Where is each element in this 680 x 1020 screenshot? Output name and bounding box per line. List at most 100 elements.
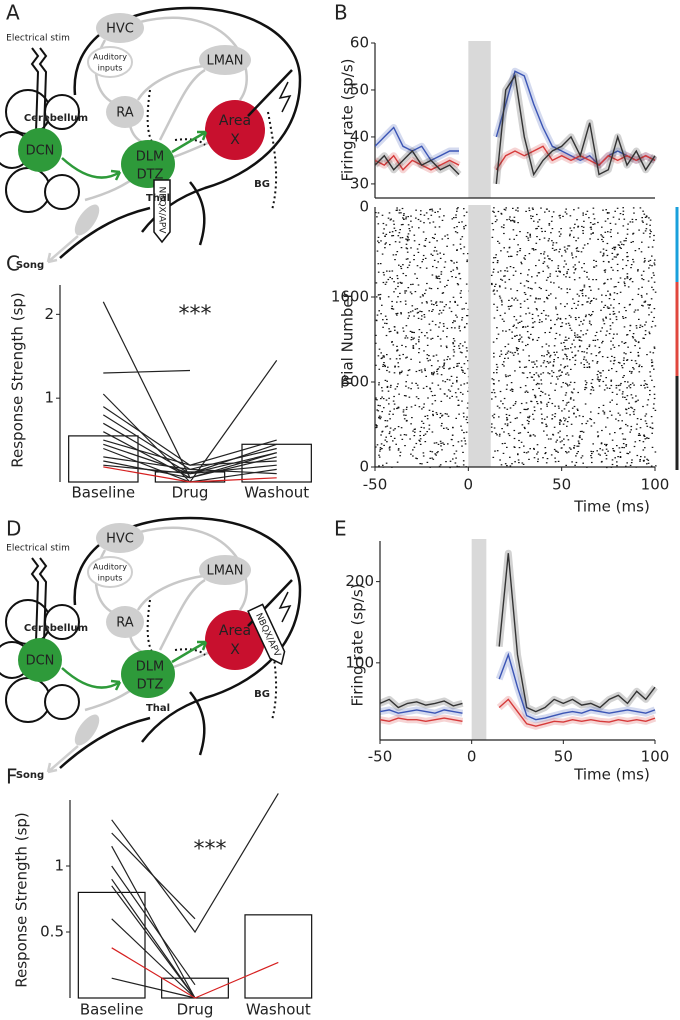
raster-dot bbox=[565, 263, 567, 265]
raster-dot bbox=[613, 246, 615, 248]
raster-dot bbox=[644, 456, 646, 458]
raster-dot bbox=[452, 343, 455, 345]
raster-dot bbox=[439, 464, 442, 466]
raster-dot bbox=[385, 399, 388, 401]
raster-dot bbox=[407, 237, 409, 239]
raster-dot bbox=[652, 352, 655, 354]
raster-dot bbox=[653, 316, 655, 319]
raster-dot bbox=[605, 445, 607, 447]
raster-dot bbox=[426, 282, 428, 285]
diagram-shape bbox=[247, 69, 293, 117]
raster-dot bbox=[418, 352, 420, 354]
raster-dot bbox=[626, 452, 628, 454]
raster-dot bbox=[602, 320, 605, 322]
raster-dot bbox=[605, 448, 608, 450]
x-tick-label: Drug bbox=[177, 1001, 214, 1019]
diagram-label: Auditory bbox=[93, 53, 127, 62]
raster-dot bbox=[625, 465, 627, 467]
raster-dot bbox=[378, 382, 380, 384]
raster-dot bbox=[575, 307, 577, 309]
raster-dot bbox=[491, 282, 493, 285]
raster-dot bbox=[611, 439, 614, 441]
y-axis-label: Trial Number bbox=[339, 291, 357, 389]
raster-dot bbox=[397, 449, 400, 451]
raster-dot bbox=[535, 265, 537, 267]
raster-dot bbox=[532, 366, 534, 368]
raster-dot bbox=[610, 340, 612, 342]
raster-dot bbox=[450, 375, 453, 377]
raster-dot bbox=[640, 294, 643, 297]
raster-dot bbox=[422, 387, 425, 389]
raster-dot bbox=[523, 285, 526, 287]
raster-dot bbox=[639, 427, 642, 429]
raster-dot bbox=[388, 328, 390, 330]
raster-dot bbox=[522, 326, 525, 328]
raster-dot bbox=[385, 334, 388, 337]
raster-dot bbox=[592, 311, 594, 313]
raster-dot bbox=[569, 398, 572, 400]
raster-dot bbox=[542, 362, 545, 364]
raster-dot bbox=[561, 325, 563, 327]
raster-dot bbox=[566, 383, 568, 385]
raster-dot bbox=[614, 223, 617, 225]
raster-dot bbox=[439, 252, 441, 254]
raster-dot bbox=[533, 410, 536, 412]
raster-dot bbox=[635, 327, 638, 329]
raster-dot bbox=[538, 219, 541, 221]
raster-dot bbox=[536, 403, 539, 405]
raster-dot bbox=[638, 371, 641, 373]
raster-dot bbox=[568, 337, 570, 339]
raster-dot bbox=[419, 430, 422, 433]
raster-dot bbox=[622, 443, 625, 445]
raster-dot bbox=[632, 367, 634, 369]
raster-dot bbox=[535, 360, 538, 362]
raster-dot bbox=[504, 275, 506, 277]
raster-dot bbox=[380, 434, 382, 436]
raster-dot bbox=[467, 253, 469, 255]
raster-dot bbox=[506, 418, 509, 420]
raster-dot bbox=[643, 434, 645, 436]
raster-dot bbox=[416, 248, 419, 250]
raster-dot bbox=[441, 422, 443, 425]
raster-dot bbox=[412, 347, 415, 349]
raster-dot bbox=[569, 359, 571, 361]
raster-dot bbox=[554, 354, 556, 356]
raster-dot bbox=[543, 251, 546, 253]
raster-dot bbox=[526, 331, 529, 333]
raster-dot bbox=[561, 440, 563, 442]
raster-dot bbox=[384, 364, 386, 366]
raster-dot bbox=[540, 402, 543, 404]
raster-dot bbox=[572, 399, 575, 401]
raster-dot bbox=[528, 417, 530, 419]
raster-dot bbox=[375, 296, 378, 298]
raster-dot bbox=[559, 318, 562, 320]
raster-dot bbox=[378, 242, 380, 244]
raster-dot bbox=[602, 410, 604, 412]
raster-dot bbox=[631, 371, 633, 373]
raster-dot bbox=[641, 286, 643, 288]
raster-dot bbox=[402, 272, 405, 275]
raster-dot bbox=[434, 211, 436, 213]
raster-dot bbox=[384, 379, 387, 381]
raster-dot bbox=[465, 283, 468, 285]
raster-dot bbox=[455, 214, 457, 216]
raster-dot bbox=[379, 418, 382, 420]
raster-dot bbox=[433, 371, 435, 373]
diagram-label: DTZ bbox=[137, 678, 164, 693]
raster-dot bbox=[452, 269, 455, 271]
raster-dot bbox=[646, 404, 649, 406]
raster-dot bbox=[564, 305, 566, 308]
raster-dot bbox=[503, 365, 505, 367]
raster-dot bbox=[639, 324, 642, 326]
raster-dot bbox=[527, 343, 529, 346]
raster-dot bbox=[550, 327, 552, 330]
raster-dot bbox=[611, 391, 614, 393]
raster-dot bbox=[440, 445, 442, 447]
raster-dot bbox=[424, 257, 427, 259]
raster-dot bbox=[410, 283, 412, 286]
raster-dot bbox=[590, 455, 592, 457]
raster-dot bbox=[607, 231, 609, 233]
raster-dot bbox=[504, 287, 507, 289]
raster-dot bbox=[631, 336, 634, 338]
raster-dot bbox=[548, 210, 550, 212]
